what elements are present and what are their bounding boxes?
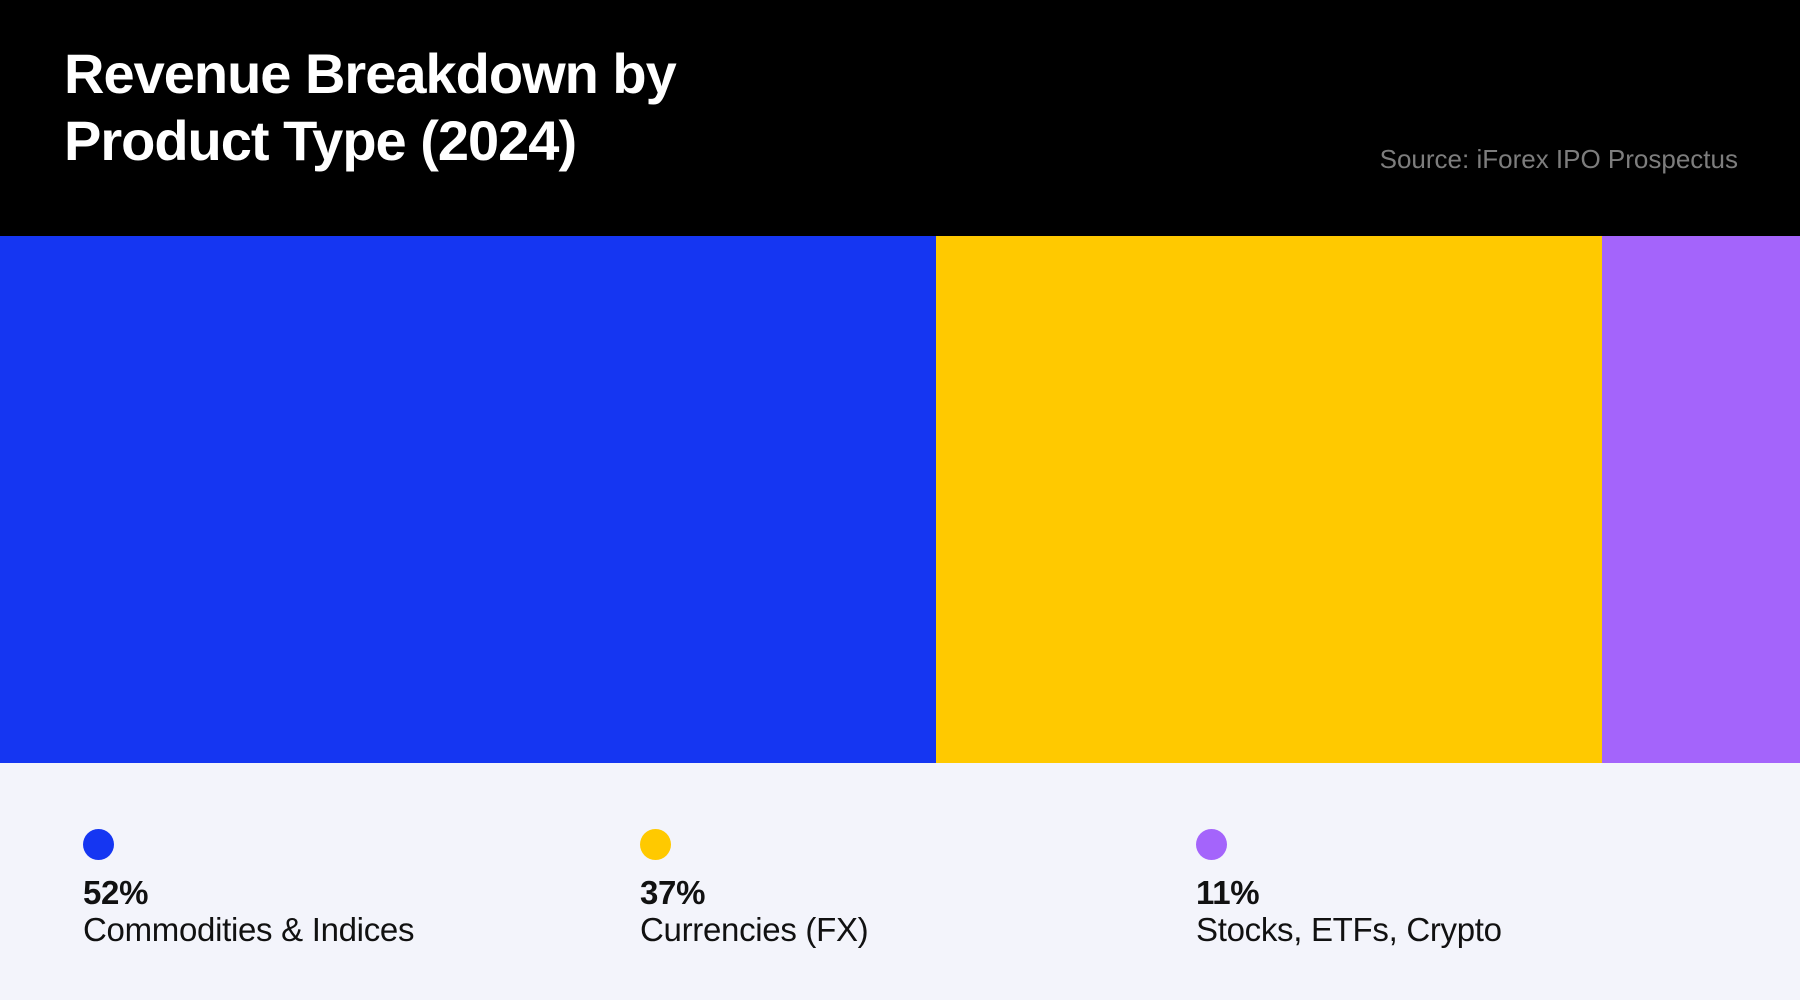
page-title-line1: Revenue Breakdown by [64, 42, 677, 105]
legend-dot-icon [640, 829, 671, 860]
bar-segment-commodities-indices [0, 236, 936, 763]
legend-percent: 11% [1196, 874, 1260, 911]
header: Revenue Breakdown by Product Type (2024)… [0, 0, 1800, 236]
stacked-bar [0, 236, 1800, 763]
page-title-line2: Product Type (2024) [64, 109, 577, 172]
legend: 52% Commodities & Indices 37% Currencies… [0, 763, 1800, 1000]
legend-label: Currencies (FX) [640, 911, 869, 948]
legend-percent: 37% [640, 874, 706, 911]
legend-label: Commodities & Indices [83, 911, 415, 948]
legend-dot-icon [83, 829, 114, 860]
legend-item-stocks-etfs-crypto: 11% Stocks, ETFs, Crypto [1196, 829, 1736, 949]
page-title: Revenue Breakdown by Product Type (2024) [64, 40, 677, 174]
source-attribution: Source: iForex IPO Prospectus [1379, 144, 1738, 174]
bar-segment-stocks-etfs-crypto [1602, 236, 1800, 763]
legend-percent: 52% [83, 874, 149, 911]
legend-dot-icon [1196, 829, 1227, 860]
bar-segment-currencies-fx [936, 236, 1602, 763]
legend-label: Stocks, ETFs, Crypto [1196, 911, 1502, 948]
legend-item-commodities-indices: 52% Commodities & Indices [83, 829, 623, 949]
legend-item-currencies-fx: 37% Currencies (FX) [640, 829, 1180, 949]
